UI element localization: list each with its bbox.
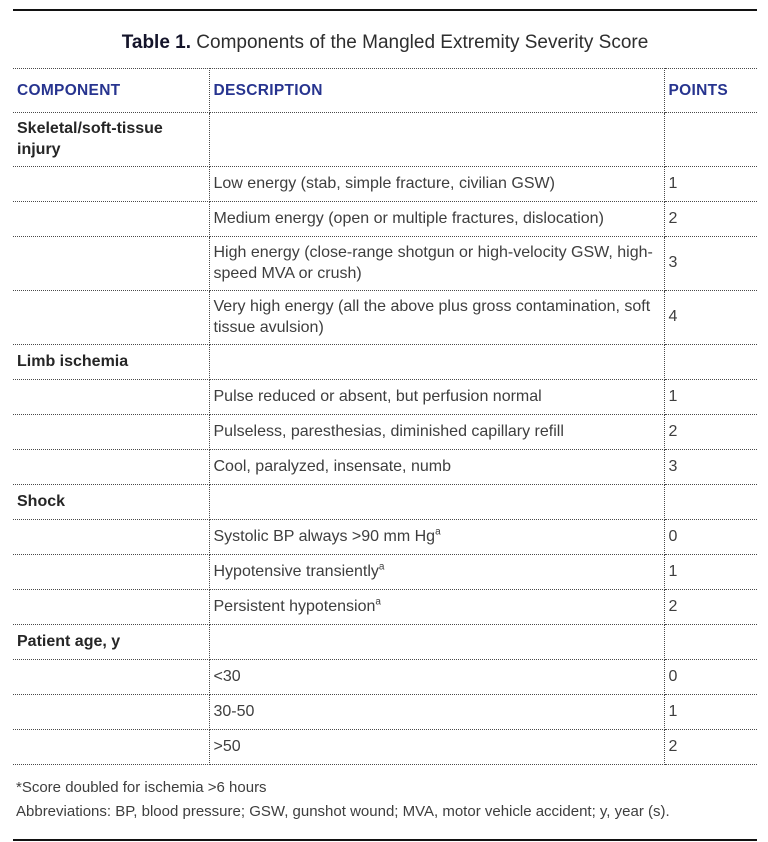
table-body: Skeletal/soft-tissue injury Low energy (…	[13, 112, 757, 765]
table-figure: Table 1. Components of the Mangled Extre…	[13, 9, 757, 841]
description-cell	[209, 484, 665, 520]
description-cell	[209, 112, 665, 167]
description-cell: >50	[209, 729, 665, 765]
component-cell: Shock	[13, 484, 210, 520]
table-row-section-shock: Shock	[13, 484, 757, 520]
table-row: Pulse reduced or absent, but perfusion n…	[13, 379, 757, 415]
table-title-label: Table 1.	[121, 32, 192, 53]
table-row-section-skeletal: Skeletal/soft-tissue injury	[13, 112, 757, 167]
description-cell: Hypotensive transientlya	[209, 554, 665, 590]
description-cell: Pulse reduced or absent, but perfusion n…	[209, 379, 665, 415]
footnote-marker: a	[375, 596, 381, 608]
points-cell: 3	[664, 236, 757, 291]
component-cell	[13, 449, 210, 485]
component-cell	[13, 379, 210, 415]
description-cell: Low energy (stab, simple fracture, civil…	[209, 166, 665, 202]
component-cell	[13, 290, 210, 345]
description-cell: 30-50	[209, 694, 665, 730]
points-cell: 2	[664, 729, 757, 765]
description-cell: Persistent hypotensiona	[209, 589, 665, 625]
table-row: Low energy (stab, simple fracture, civil…	[13, 166, 757, 202]
component-cell: Skeletal/soft-tissue injury	[13, 112, 210, 167]
points-cell: 4	[664, 290, 757, 345]
table-row: Pulseless, paresthesias, diminished capi…	[13, 414, 757, 450]
points-cell	[664, 344, 757, 380]
component-cell	[13, 729, 210, 765]
component-cell	[13, 166, 210, 202]
points-cell: 1	[664, 379, 757, 415]
table-footnotes: *Score doubled for ischemia >6 hours Abb…	[13, 765, 757, 839]
description-cell: Systolic BP always >90 mm Hga	[209, 519, 665, 555]
footnote-marker: a	[435, 526, 441, 538]
points-cell: 0	[664, 519, 757, 555]
component-cell: Limb ischemia	[13, 344, 210, 380]
table-title-text: Components of the Mangled Extremity Seve…	[191, 32, 649, 53]
component-cell	[13, 236, 210, 291]
component-cell	[13, 694, 210, 730]
mess-score-table: COMPONENT DESCRIPTION POINTS Skeletal/so…	[13, 68, 757, 765]
description-cell: High energy (close-range shotgun or high…	[209, 236, 665, 291]
description-cell	[209, 344, 665, 380]
footnote-marker: a	[378, 561, 385, 573]
points-cell: 3	[664, 449, 757, 485]
points-cell	[664, 484, 757, 520]
description-cell	[209, 624, 665, 660]
table-row: Systolic BP always >90 mm Hga 0	[13, 519, 757, 555]
component-cell	[13, 659, 210, 695]
description-cell: Medium energy (open or multiple fracture…	[209, 201, 665, 237]
description-cell: Cool, paralyzed, insensate, numb	[209, 449, 665, 485]
table-row: <30 0	[13, 659, 757, 695]
points-cell: 1	[664, 694, 757, 730]
component-cell	[13, 414, 210, 450]
column-header-description: DESCRIPTION	[209, 68, 665, 113]
table-row: Very high energy (all the above plus gro…	[13, 290, 757, 345]
points-cell	[664, 112, 757, 167]
component-cell: Patient age, y	[13, 624, 210, 660]
column-header-points: POINTS	[664, 68, 757, 113]
table-row: 30-50 1	[13, 694, 757, 730]
points-cell: 0	[664, 659, 757, 695]
description-cell: Pulseless, paresthesias, diminished capi…	[209, 414, 665, 450]
component-cell	[13, 589, 210, 625]
component-cell	[13, 519, 210, 555]
description-cell: Very high energy (all the above plus gro…	[209, 290, 665, 345]
table-title: Table 1. Components of the Mangled Extre…	[13, 11, 757, 68]
points-cell	[664, 624, 757, 660]
table-row-section-limb-ischemia: Limb ischemia	[13, 344, 757, 380]
points-cell: 2	[664, 589, 757, 625]
table-row: Persistent hypotensiona 2	[13, 589, 757, 625]
table-row: Medium energy (open or multiple fracture…	[13, 201, 757, 237]
table-row: Cool, paralyzed, insensate, numb 3	[13, 449, 757, 485]
column-header-component: COMPONENT	[13, 68, 210, 113]
component-cell	[13, 554, 210, 590]
table-header: COMPONENT DESCRIPTION POINTS	[13, 68, 757, 113]
component-cell	[13, 201, 210, 237]
footnote-abbreviations: Abbreviations: BP, blood pressure; GSW, …	[16, 803, 670, 820]
table-row: High energy (close-range shotgun or high…	[13, 236, 757, 291]
description-cell: <30	[209, 659, 665, 695]
table-row-section-patient-age: Patient age, y	[13, 624, 757, 660]
points-cell: 2	[664, 414, 757, 450]
points-cell: 1	[664, 166, 757, 202]
table-row: >50 2	[13, 729, 757, 765]
header-row: COMPONENT DESCRIPTION POINTS	[13, 68, 757, 113]
footnote-score-doubled: *Score doubled for ischemia >6 hours	[16, 779, 267, 796]
points-cell: 1	[664, 554, 757, 590]
table-row: Hypotensive transientlya 1	[13, 554, 757, 590]
points-cell: 2	[664, 201, 757, 237]
